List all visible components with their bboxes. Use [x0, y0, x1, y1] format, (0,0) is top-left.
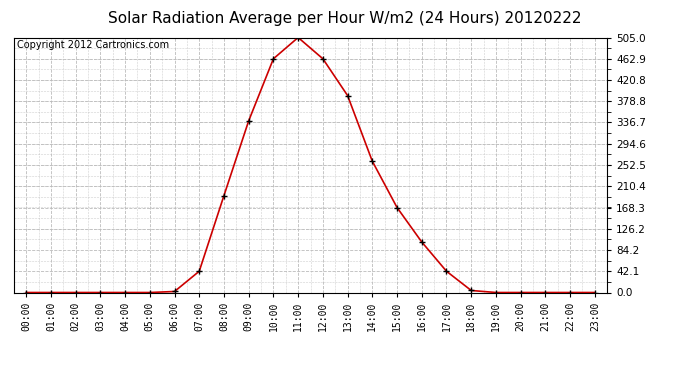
Text: Solar Radiation Average per Hour W/m2 (24 Hours) 20120222: Solar Radiation Average per Hour W/m2 (2… — [108, 11, 582, 26]
Text: Copyright 2012 Cartronics.com: Copyright 2012 Cartronics.com — [17, 40, 169, 50]
